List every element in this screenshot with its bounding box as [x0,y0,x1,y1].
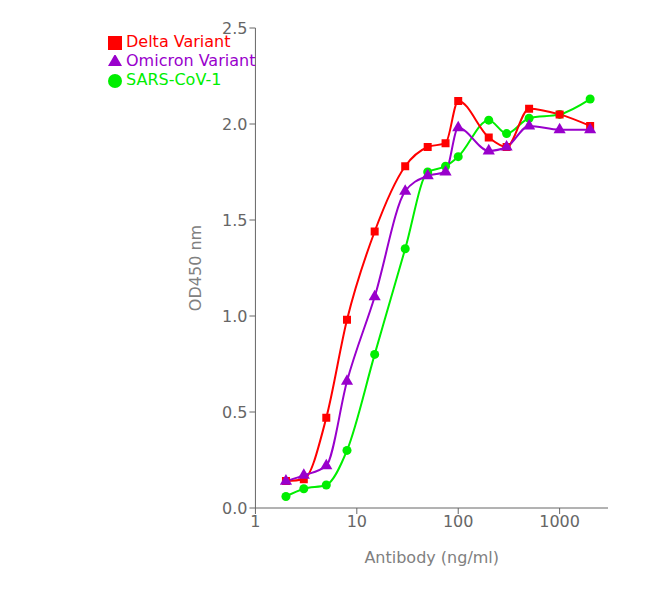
svg-text:1.0: 1.0 [222,307,247,326]
svg-text:Antibody (ng/ml): Antibody (ng/ml) [364,548,499,567]
svg-text:1.5: 1.5 [222,211,247,230]
html-text:Delta Variant: Delta Variant [126,32,231,51]
html-text:SARS-CoV-1: SARS-CoV-1 [126,70,222,89]
svg-text:100: 100 [443,512,474,531]
svg-text:0.0: 0.0 [222,499,247,518]
svg-text:2.5: 2.5 [222,19,247,38]
svg-text:1000: 1000 [539,512,580,531]
svg-text:OD450 nm: OD450 nm [186,225,205,311]
html-text:Omicron Variant: Omicron Variant [126,51,256,70]
svg-text:2.0: 2.0 [222,115,247,134]
svg-text:1: 1 [250,512,260,531]
svg-text:10: 10 [347,512,367,531]
svg-text:0.5: 0.5 [222,403,247,422]
